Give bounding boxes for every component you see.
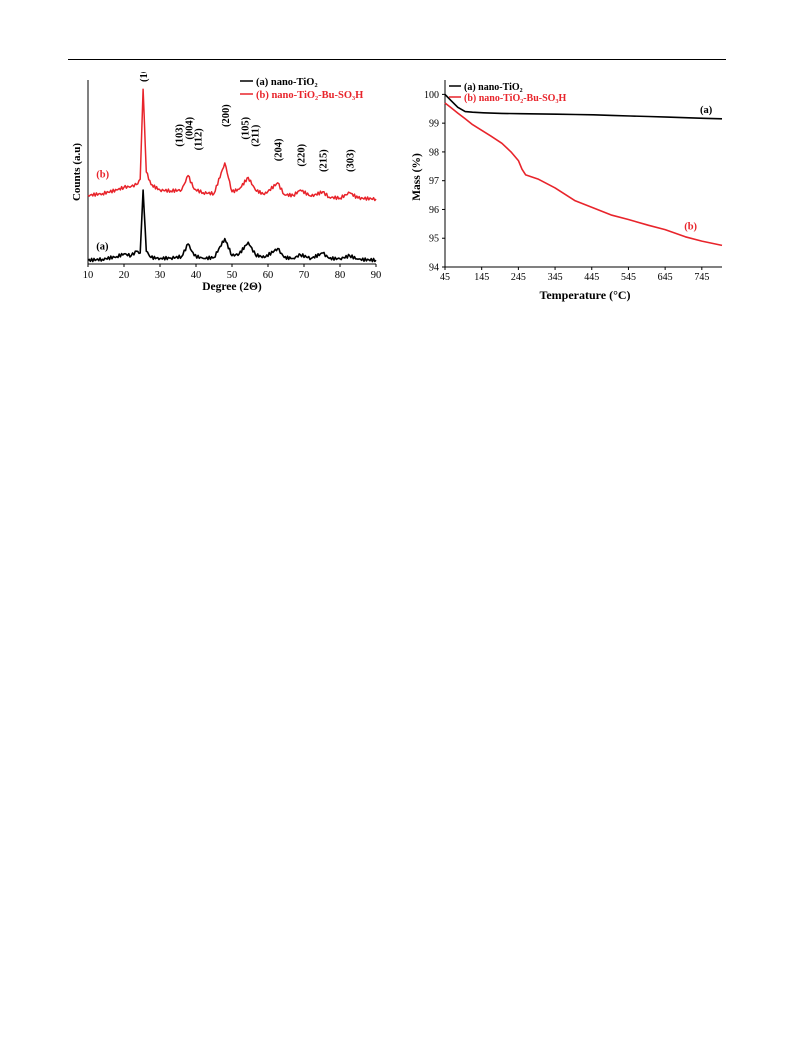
xrd-y-axis-label: Counts (a.u) xyxy=(71,143,83,201)
tga-series-lines xyxy=(444,93,723,247)
xrd-x-tick-label: 70 xyxy=(299,270,310,281)
xrd-series-lines xyxy=(87,88,377,263)
xrd-peak-label: (101) xyxy=(139,72,150,82)
tga-chart: 45 145 245 345 445 545 645 745 949596979899100 … xyxy=(411,80,723,302)
xrd-x-tick-label: 30 xyxy=(155,270,166,281)
tga-legend-label: (b) nano-TiO₂-Bu-SO₃H xyxy=(464,93,566,104)
tga-x-tick-label: 645 xyxy=(658,272,673,283)
xrd-x-tick-label: 60 xyxy=(263,270,274,281)
tga-y-tick-label: 99 xyxy=(429,119,439,130)
xrd-peak-label: (105) xyxy=(241,116,252,139)
xrd-series-line-b xyxy=(87,88,377,202)
xrd-peak-annotations: (101) (103)(004)(112) (200) (105)(211) (204)… xyxy=(139,72,357,172)
tga-x-tick-label: 545 xyxy=(621,272,636,283)
xrd-x-ticks: 10 20 30 40 50 60 70 80 90 xyxy=(83,264,382,281)
tga-x-axis-label: Temperature (°C) xyxy=(539,288,630,302)
xrd-chart: 10 20 30 40 50 60 70 80 90 (a) (b) (101) (103)(004… xyxy=(71,72,382,293)
xrd-peak-label: (112) xyxy=(193,128,204,151)
xrd-peak-label: (220) xyxy=(296,143,307,166)
xrd-series-labels: (a) (b) xyxy=(96,169,109,252)
xrd-axes xyxy=(87,80,376,265)
tga-x-tick-label: 145 xyxy=(474,272,489,283)
tga-y-axis-label: Mass (%) xyxy=(411,153,423,201)
xrd-series-line-a xyxy=(87,189,377,263)
xrd-x-tick-label: 20 xyxy=(119,270,130,281)
tga-y-ticks: 94 95 96 97 98 99 100 xyxy=(424,90,445,274)
xrd-x-tick-label: 80 xyxy=(335,270,346,281)
xrd-x-tick-label: 90 xyxy=(371,270,382,281)
tga-series-labels: (a) (b) xyxy=(684,105,713,233)
xrd-peak-label: (103) xyxy=(175,124,186,147)
xrd-legend-label: (a) nano-TiO₂ xyxy=(256,77,318,88)
tga-x-tick-label: 445 xyxy=(584,272,599,283)
xrd-series-tag-b: (b) xyxy=(96,169,109,180)
xrd-legend: (a) nano-TiO₂ (b) nano-TiO₂-Bu-SO₃H xyxy=(240,77,363,101)
xrd-peak-label: (004) xyxy=(184,116,195,139)
xrd-peak-label: (200) xyxy=(221,104,232,127)
tga-x-tick-label: 45 xyxy=(440,272,450,283)
xrd-x-tick-label: 10 xyxy=(83,270,94,281)
tga-y-tick-label: 94 xyxy=(429,263,439,274)
tga-series-line-b xyxy=(444,102,723,247)
xrd-peak-label: (303) xyxy=(346,149,357,172)
header-rule xyxy=(68,59,726,60)
tga-axes xyxy=(444,80,722,268)
xrd-peak-label: (204) xyxy=(274,138,285,161)
xrd-x-tick-label: 40 xyxy=(191,270,202,281)
tga-y-tick-label: 95 xyxy=(429,234,439,245)
tga-x-tick-label: 745 xyxy=(694,272,709,283)
tga-x-ticks: 45 145 245 345 445 545 645 745 xyxy=(440,267,709,283)
xrd-peak-label: (211) xyxy=(251,124,262,147)
tga-y-tick-label: 96 xyxy=(429,205,439,216)
tga-x-tick-label: 245 xyxy=(511,272,526,283)
xrd-x-axis-label: Degree (2Θ) xyxy=(202,281,262,293)
xrd-legend-label: (b) nano-TiO₂-Bu-SO₃H xyxy=(256,90,363,101)
tga-series-line-a xyxy=(444,93,723,120)
tga-y-tick-label: 100 xyxy=(424,90,439,101)
tga-legend: (a) nano-TiO₂(b) nano-TiO₂-Bu-SO₃H xyxy=(449,82,566,104)
xrd-x-tick-label: 50 xyxy=(227,270,238,281)
tga-series-tag-b: (b) xyxy=(684,222,697,233)
xrd-series-tag-a: (a) xyxy=(96,241,109,252)
tga-x-tick-label: 345 xyxy=(548,272,563,283)
xrd-peak-label: (215) xyxy=(319,149,330,172)
tga-y-tick-label: 97 xyxy=(429,176,439,187)
tga-series-tag-a: (a) xyxy=(700,105,713,116)
tga-legend-label: (a) nano-TiO₂ xyxy=(464,82,523,93)
tga-y-tick-label: 98 xyxy=(429,147,439,158)
